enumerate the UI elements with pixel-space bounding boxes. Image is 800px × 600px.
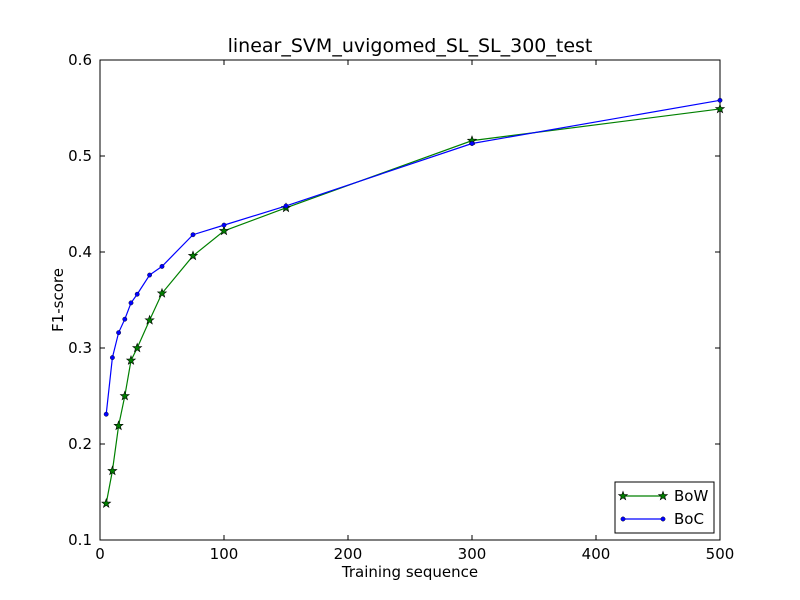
data-point	[113, 420, 124, 431]
data-point	[110, 355, 115, 360]
data-point	[147, 272, 153, 278]
x-tick-label: 100	[210, 545, 239, 563]
data-point	[103, 411, 109, 417]
data-point	[221, 222, 227, 228]
data-point	[190, 232, 196, 238]
data-point	[156, 287, 168, 298]
data-point	[144, 314, 155, 325]
data-point	[116, 330, 122, 336]
x-axis-label: Training sequence	[341, 563, 478, 581]
x-tick-label: 500	[706, 545, 735, 563]
chart-title: linear_SVM_uvigomed_SL_SL_300_test	[228, 35, 593, 57]
legend: BoW BoC	[614, 481, 715, 534]
data-point	[717, 97, 723, 103]
x-tick-label: 300	[458, 545, 487, 563]
data-point	[132, 342, 143, 353]
data-point	[101, 498, 112, 508]
data-point	[125, 355, 137, 365]
data-point	[159, 263, 165, 269]
data-point	[134, 291, 140, 297]
data-point	[187, 250, 199, 261]
legend-marker	[620, 516, 626, 522]
data-point	[119, 390, 130, 401]
legend-marker	[660, 516, 666, 522]
x-tick-label: 200	[334, 545, 363, 563]
data-point	[107, 465, 118, 476]
axis-ticks: 0 100 200 300 400 500 0.1 0.2 0.3 0.4 0.5 0.6	[68, 51, 734, 563]
y-axis-label: F1-score	[49, 268, 67, 332]
series-boc	[103, 97, 723, 417]
x-tick-label: 0	[95, 545, 105, 563]
plot-area	[99, 59, 721, 541]
y-tick-label: 0.5	[68, 147, 92, 165]
y-tick-label: 0.2	[68, 435, 92, 453]
data-point	[128, 300, 134, 306]
data-point	[469, 141, 475, 146]
legend-marker	[657, 490, 669, 501]
data-point	[122, 316, 128, 322]
series-layer	[101, 97, 726, 508]
y-tick-label: 0.4	[68, 243, 92, 261]
data-point	[218, 225, 230, 236]
y-tick-label: 0.6	[68, 51, 92, 69]
y-tick-label: 0.1	[68, 531, 92, 549]
y-tick-label: 0.3	[68, 339, 92, 357]
legend-label: BoC	[674, 510, 704, 528]
data-point	[714, 103, 726, 114]
legend-label: BoW	[674, 487, 708, 505]
legend-marker	[617, 490, 629, 501]
x-tick-label: 400	[582, 545, 611, 563]
data-point	[283, 203, 289, 209]
legend-box	[614, 481, 715, 534]
